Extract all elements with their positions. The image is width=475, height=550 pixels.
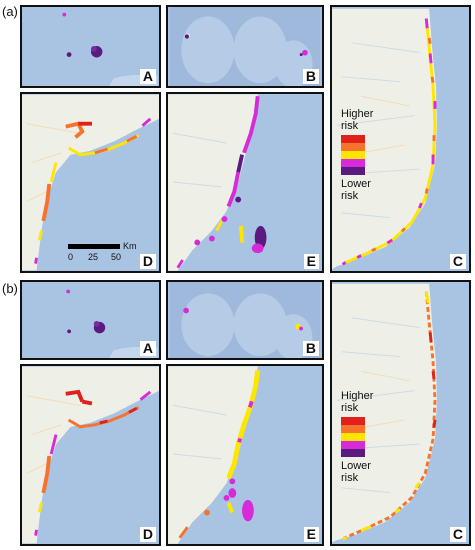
risk-color-ramp [341, 417, 365, 457]
risk-site [66, 52, 72, 57]
ramp-step [341, 433, 365, 441]
risk-site [62, 12, 67, 17]
row-label-b: (b) [2, 281, 18, 296]
risk-site [242, 499, 254, 522]
ramp-step [341, 449, 365, 457]
panel-label: D [139, 527, 156, 542]
map-panel-b-bottom [169, 282, 321, 358]
risk-site [229, 478, 236, 485]
risk-site [184, 34, 190, 39]
scale-unit: Km [123, 241, 137, 251]
panel-label: D [139, 254, 156, 269]
ramp-step [341, 425, 365, 433]
risk-color-ramp [341, 135, 365, 175]
risk-legend-bottom: Higher risk Lower risk [341, 390, 373, 484]
risk-site [204, 509, 210, 516]
risk-site [208, 235, 215, 242]
map-panel-e-bottom [168, 366, 322, 544]
panel-e-bottom: E [166, 364, 324, 546]
legend-higher-label: Higher risk [341, 390, 374, 414]
legend-lower-label: Lower risk [341, 178, 371, 202]
map-panel-d-bottom [22, 366, 159, 544]
panel-b-top: B [166, 5, 324, 88]
panel-a-top: A [20, 5, 161, 88]
risk-site [90, 46, 97, 52]
scale-tick: 25 [88, 252, 99, 262]
ramp-step [341, 135, 365, 143]
map-panel-d-top [22, 94, 159, 271]
scale-bar: Km 0 25 50 [68, 241, 148, 262]
panel-label: A [139, 341, 156, 356]
panel-label: C [449, 254, 466, 269]
panel-e-top: E [166, 92, 324, 273]
map-panel-c-bottom [332, 283, 469, 543]
risk-site [251, 243, 264, 254]
row-label-a: (a) [2, 4, 18, 19]
panel-label: E [303, 527, 319, 542]
risk-site [183, 307, 189, 314]
risk-site [66, 289, 71, 294]
risk-site [302, 49, 308, 56]
ramp-step [341, 417, 365, 425]
risk-site [299, 326, 303, 331]
risk-site [235, 196, 242, 203]
scale-bar-line [68, 244, 120, 249]
risk-legend-top: Higher risk Lower risk [341, 108, 373, 202]
panel-label: A [139, 69, 156, 84]
risk-site [228, 488, 237, 498]
panel-label: B [302, 341, 319, 356]
scale-tick: 50 [111, 252, 122, 262]
legend-higher-label: Higher risk [341, 108, 374, 132]
panel-c-bottom: Higher risk Lower risk C [330, 280, 471, 546]
panel-a-bottom: A [20, 280, 161, 360]
risk-site [194, 239, 201, 246]
ramp-step [341, 159, 365, 167]
risk-site [93, 320, 100, 327]
panel-b-bottom: B [166, 280, 324, 360]
map-panel-e-top [168, 94, 322, 271]
ramp-step [341, 143, 365, 151]
ramp-step [341, 151, 365, 159]
scale-tick: 0 [68, 252, 74, 262]
panel-d-bottom: D [20, 364, 161, 546]
ramp-step [341, 441, 365, 449]
ramp-step [341, 167, 365, 175]
panel-d-top: Km 0 25 50 D [20, 92, 161, 273]
map-panel-a-top [23, 7, 158, 86]
risk-site [223, 494, 230, 501]
risk-site [221, 216, 228, 222]
legend-lower-label: Lower risk [341, 460, 371, 484]
risk-site [299, 53, 303, 57]
panel-c-top: Higher risk Lower risk C [330, 5, 471, 273]
panel-label: B [302, 69, 319, 84]
panel-label: C [449, 527, 466, 542]
risk-site [67, 329, 72, 334]
panel-label: E [303, 254, 319, 269]
map-panel-b-top [169, 7, 321, 86]
map-panel-a-bottom [23, 282, 158, 358]
